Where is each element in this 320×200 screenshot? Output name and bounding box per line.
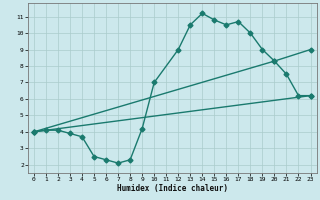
X-axis label: Humidex (Indice chaleur): Humidex (Indice chaleur) <box>117 184 228 193</box>
